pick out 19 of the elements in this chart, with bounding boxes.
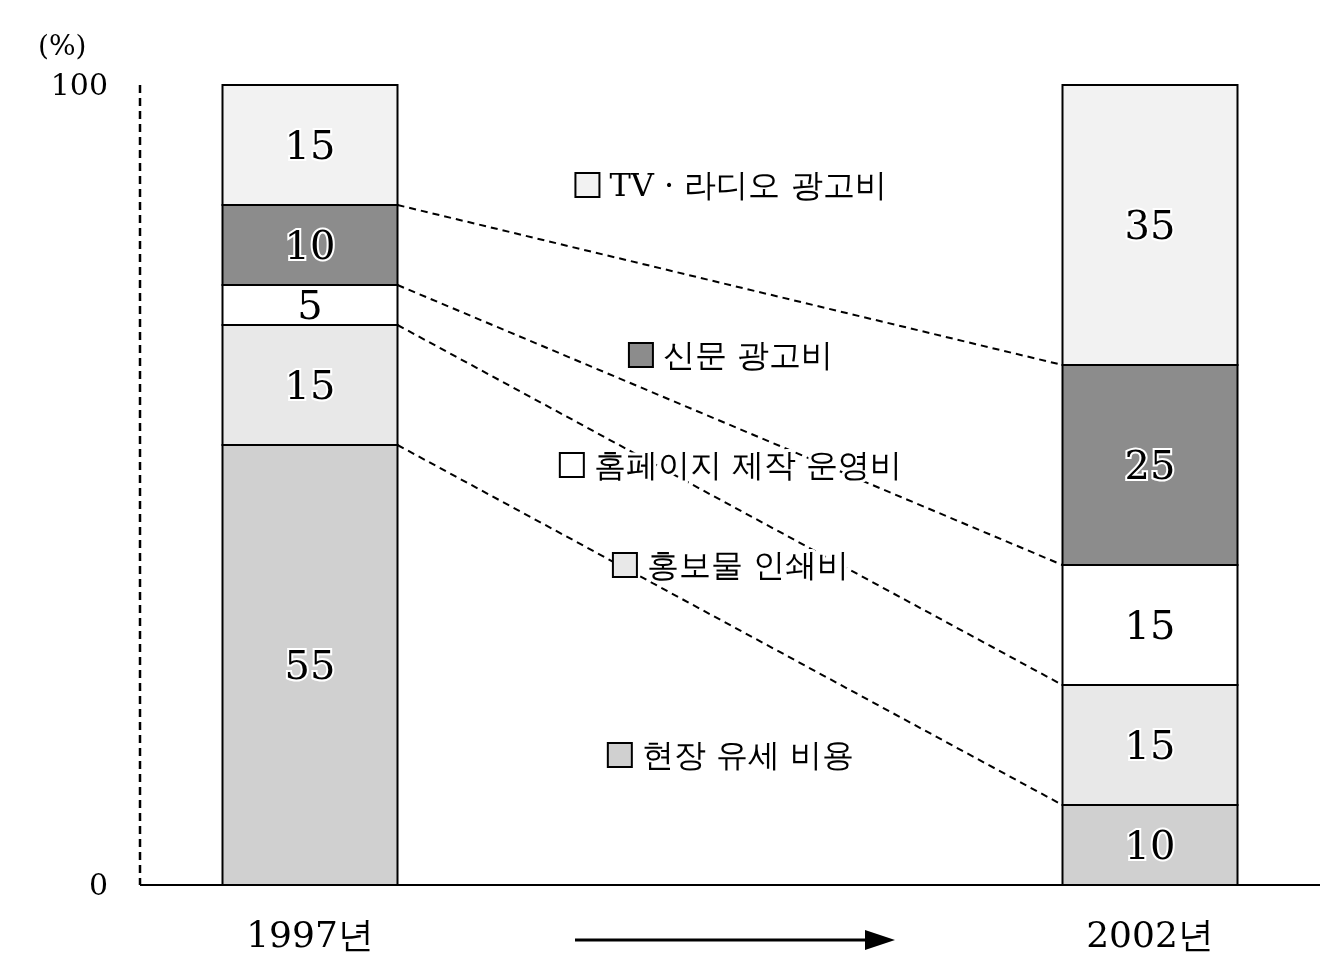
data-label: 15 [1124,722,1176,768]
x-tick-label: 2002년 [1086,914,1214,955]
y-tick-label: 100 [50,67,108,102]
y-tick-label: 0 [88,867,108,902]
legend-label: 현장 유세 비용 [641,736,855,774]
x-tick-label: 1997년 [246,914,374,955]
data-label: 15 [284,122,336,168]
data-label: 15 [284,362,336,408]
data-label: 5 [297,282,323,328]
y-axis-title: (%) [38,29,87,62]
data-label: 25 [1124,442,1176,488]
legend-label: TV · 라디오 광고비 [609,166,887,204]
legend-label: 홍보물 인쇄비 [646,546,850,584]
data-label: 15 [1124,602,1176,648]
data-label: 10 [1124,822,1176,868]
legend-label: 신문 광고비 [662,336,834,374]
data-label: 10 [284,222,336,268]
data-label: 55 [284,642,336,688]
data-label: 35 [1124,202,1176,248]
